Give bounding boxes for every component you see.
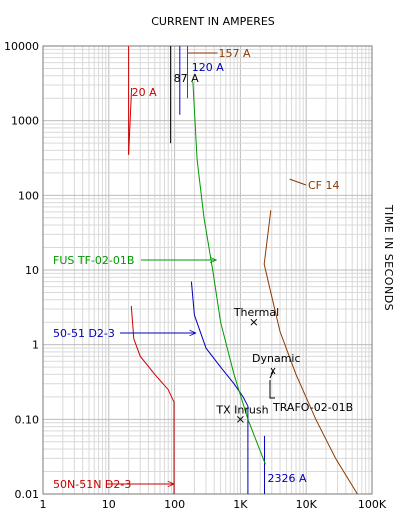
x-mark bbox=[237, 415, 244, 423]
series-lines bbox=[130, 81, 358, 495]
marker-label-2326-a: 2326 A bbox=[268, 472, 307, 485]
marker-label-157-a: 157 A bbox=[218, 47, 250, 60]
series-line-50n-51n-d2-3 bbox=[130, 305, 175, 494]
series-label-fus-tf-02-01b: FUS TF-02-01B bbox=[53, 254, 134, 267]
marker-label-120-a: 120 A bbox=[192, 61, 224, 74]
x-tick-label: 10K bbox=[296, 498, 318, 511]
y-tick-label: 0.01 bbox=[15, 488, 40, 501]
series-label-50n-51n-d2-3: 50N-51N D2-3 bbox=[53, 478, 131, 491]
axes bbox=[42, 45, 373, 495]
series-label-50-51-d2-3: 50-51 D2-3 bbox=[53, 327, 115, 340]
series-label-cf-14: CF 14 bbox=[308, 179, 340, 192]
trafo-bracket bbox=[269, 380, 275, 399]
y-tick-label: 10000 bbox=[4, 40, 39, 53]
series-line-fus-tf-02-01b bbox=[192, 81, 266, 465]
series-labels: 50N-51N D2-3 50-51 D2-3 FUS TF-02-01B CF 14… bbox=[53, 178, 353, 491]
annotation-dynamic: Dynamic bbox=[252, 352, 301, 365]
tick-labels: 1 10 100 1K 10K 100K 10000 1000 100 10 1 0.10 0.01 bbox=[4, 40, 387, 511]
point-label-thermal: Thermal bbox=[233, 306, 279, 319]
x-tick-label: 10 bbox=[102, 498, 116, 511]
marker-label-20-a: 20 A bbox=[132, 86, 157, 99]
x-tick-label: 1 bbox=[40, 498, 47, 511]
series-line-50-51-d2-3 bbox=[190, 281, 249, 494]
y-tick-label: 100 bbox=[18, 189, 39, 202]
x-tick-label: 100K bbox=[358, 498, 387, 511]
y-tick-label: 0.10 bbox=[15, 413, 40, 426]
plot-frame bbox=[42, 45, 373, 495]
chart-title: CURRENT IN AMPERES bbox=[151, 15, 275, 28]
y-axis-label: TIME IN SECONDS bbox=[382, 204, 395, 311]
point-marker-thermal: Thermal bbox=[233, 306, 279, 326]
x-tick-label: 100 bbox=[164, 498, 185, 511]
dynamic-mark bbox=[270, 367, 276, 375]
y-tick-label: 1000 bbox=[11, 115, 39, 128]
series-leader-cf-14 bbox=[289, 178, 307, 186]
annotation-trafo-02-01b: TRAFO-02-01B bbox=[272, 401, 353, 414]
x-mark bbox=[250, 318, 258, 326]
trafo-bracket-top bbox=[269, 371, 274, 379]
point-marker-tx-inrush: TX Inrush bbox=[215, 403, 269, 423]
y-tick-label: 1 bbox=[32, 339, 39, 352]
y-tick-label: 10 bbox=[25, 264, 39, 277]
series-line-cf-14 bbox=[263, 210, 358, 495]
marker-tick bbox=[128, 87, 133, 155]
grid bbox=[42, 46, 372, 495]
point-label-tx-inrush: TX Inrush bbox=[215, 403, 268, 416]
x-tick-label: 1K bbox=[233, 498, 248, 511]
